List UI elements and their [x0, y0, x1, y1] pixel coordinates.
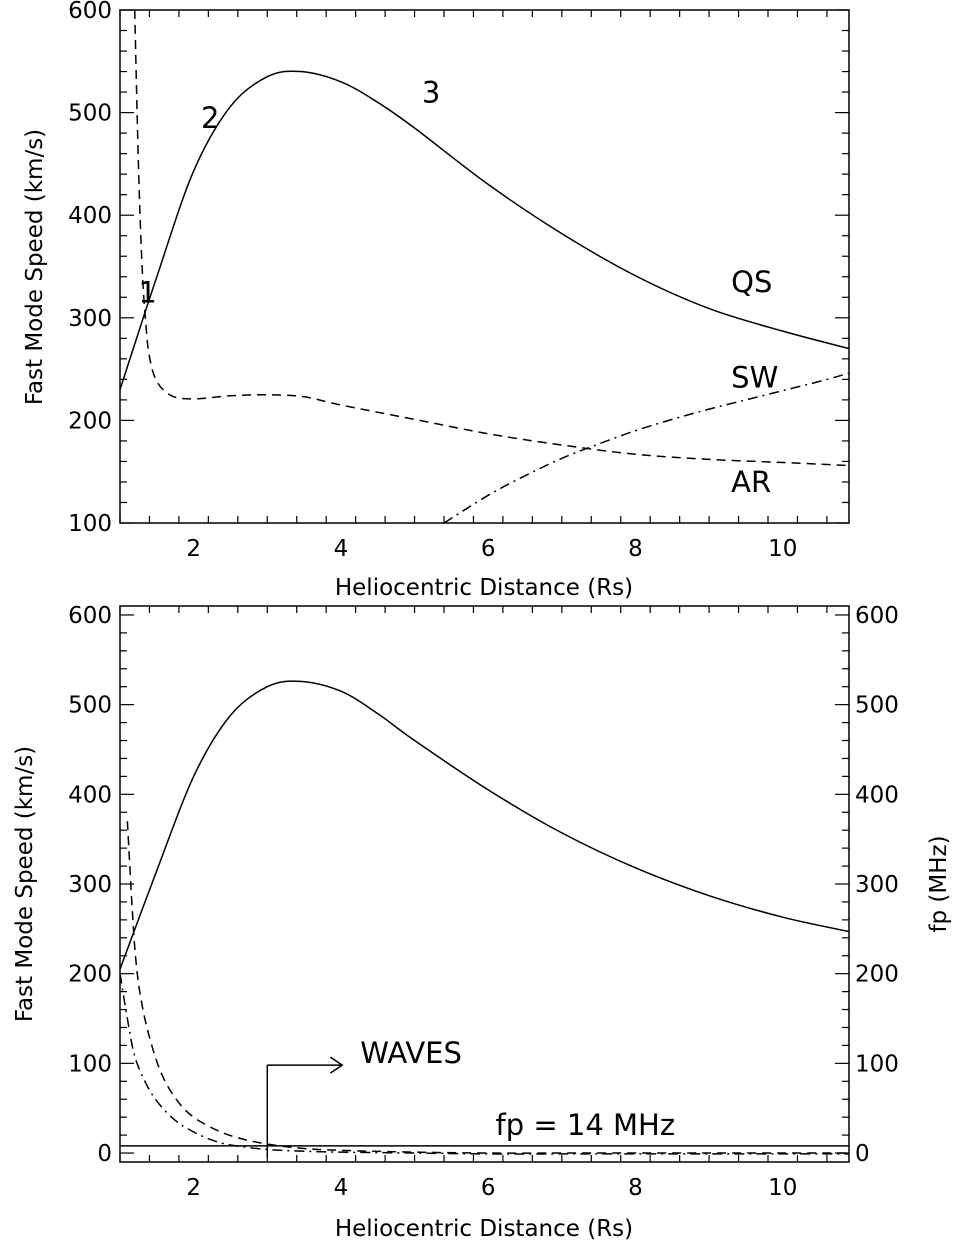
annotation-ar: AR: [731, 465, 771, 499]
series-line-solid-0: [120, 680, 849, 970]
y-tick-label: 500: [68, 101, 112, 127]
y-tick-label: 500: [68, 693, 112, 719]
y2-tick-label: 100: [855, 1051, 899, 1077]
y2-axis-title-bottom: fp (MHz): [926, 835, 952, 932]
y-tick-label: 600: [68, 0, 112, 24]
y-axis-title-bottom: Fast Mode Speed (km/s): [12, 746, 38, 1022]
y2-tick-label: 400: [855, 782, 899, 808]
panel-bottom: 2 4 6 8 100100200300400500600010020030040050…: [12, 603, 952, 1242]
plot-frame-top: [119, 9, 850, 524]
annotation-sw: SW: [731, 361, 778, 395]
series-line-dash-dot-2: [120, 973, 849, 1155]
x-axis-title-bottom: Heliocentric Distance (Rs): [335, 1216, 633, 1242]
waves-label: WAVES: [360, 1036, 462, 1070]
y2-tick-label: 500: [855, 693, 899, 719]
waves-marker: WAVES: [266, 1036, 462, 1158]
series-line-dashed-1: [126, 821, 849, 1154]
y-tick-label: 100: [68, 511, 112, 537]
series-line-ar: [133, 10, 849, 467]
y-tick-label: 200: [68, 408, 112, 434]
x-tick-label: 8: [628, 1175, 643, 1201]
x-tick-label: 4: [334, 536, 349, 562]
series-bottom: [120, 680, 849, 1155]
ticks-bottom: [119, 606, 849, 1162]
tick-labels-top: 2 4 6 8 10 100 200 300 400 500 600: [68, 0, 797, 562]
y2-tick-label: 600: [855, 603, 899, 629]
annotation-3: 3: [422, 75, 440, 109]
y-tick-label: 200: [68, 962, 112, 988]
x-tick-label: 4: [334, 1175, 349, 1201]
annotation-1: 1: [138, 275, 156, 309]
y2-tick-label: 0: [855, 1141, 870, 1167]
tick-labels-bottom: 2 4 6 8 100100200300400500600010020030040050…: [68, 603, 899, 1201]
annotation-qs: QS: [731, 265, 772, 299]
y2-tick-label: 300: [855, 872, 899, 898]
x-tick-label: 10: [768, 1175, 797, 1201]
x-tick-label: 8: [628, 536, 643, 562]
series-line-qs: [120, 70, 849, 390]
annotation-fp-14-mhz: fp = 14 MHz: [496, 1108, 676, 1142]
annotations-top: 1 2 3 QS SW AR: [138, 75, 778, 499]
x-tick-label: 6: [481, 1175, 496, 1201]
series-top: [120, 10, 849, 523]
y-tick-label: 400: [68, 782, 112, 808]
y-tick-label: 100: [68, 1051, 112, 1077]
ticks-top: [119, 9, 849, 524]
x-tick-label: 10: [768, 536, 797, 562]
x-tick-label: 2: [186, 536, 201, 562]
y-tick-label: 0: [97, 1141, 112, 1167]
plot-frame-bottom: [119, 605, 850, 1163]
x-tick-label: 2: [186, 1175, 201, 1201]
x-tick-label: 6: [481, 536, 496, 562]
series-line-sw: [443, 372, 849, 523]
y-tick-label: 300: [68, 306, 112, 332]
x-axis-title-top: Heliocentric Distance (Rs): [335, 575, 633, 601]
y-tick-label: 600: [68, 603, 112, 629]
waves-marker-arrowhead: [329, 1056, 344, 1074]
annotations-bottom: fp = 14 MHz: [496, 1108, 676, 1142]
panel-top: 2 4 6 8 10 100 200 300 400 500 600 1 2 3 QS SW AR Helio…: [22, 0, 850, 601]
y-tick-label: 400: [68, 203, 112, 229]
y-axis-title-top: Fast Mode Speed (km/s): [22, 129, 48, 405]
y2-tick-label: 200: [855, 962, 899, 988]
annotation-2: 2: [201, 101, 219, 135]
y-tick-label: 300: [68, 872, 112, 898]
